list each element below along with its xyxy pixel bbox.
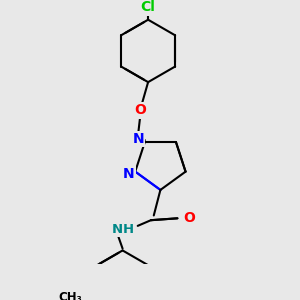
Text: Cl: Cl (141, 0, 155, 14)
Text: O: O (135, 103, 146, 118)
Text: N: N (132, 132, 144, 146)
Text: N: N (123, 167, 134, 182)
Text: N: N (111, 223, 122, 236)
Text: CH₃: CH₃ (58, 291, 82, 300)
Text: O: O (183, 211, 195, 225)
Text: H: H (123, 223, 134, 236)
